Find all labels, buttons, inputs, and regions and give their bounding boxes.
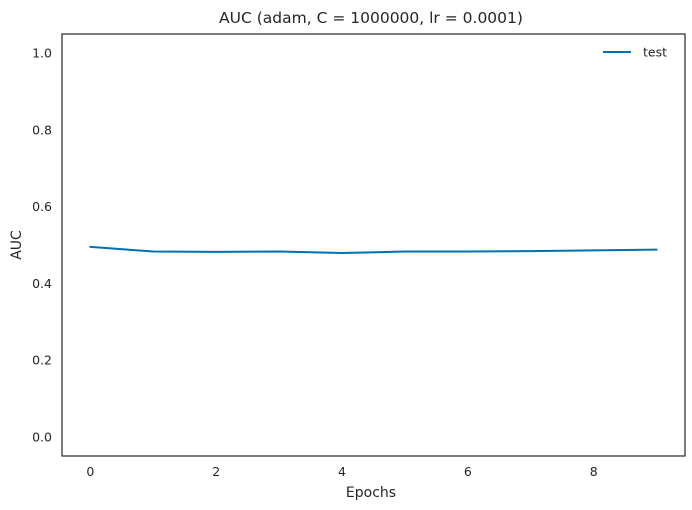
y-tick-label: 0.0	[32, 429, 52, 444]
x-axis-label: Epochs	[346, 485, 396, 501]
x-tick-label: 2	[212, 464, 220, 479]
y-tick-label: 0.8	[32, 122, 52, 137]
x-tick-label: 4	[338, 464, 346, 479]
x-tick-label: 8	[590, 464, 598, 479]
y-axis-label: AUC	[9, 230, 25, 260]
legend: test	[603, 45, 667, 60]
y-tick-label: 0.6	[32, 199, 52, 214]
y-tick-label: 1.0	[32, 46, 52, 61]
chart-title: AUC (adam, C = 1000000, lr = 0.0001)	[219, 9, 523, 27]
y-tick-label: 0.2	[32, 353, 52, 368]
series-line-test	[89, 245, 658, 255]
plot-area: 0 2 4 6 8 0.0 0.2 0.4 0.6 0.8 1.0 test	[32, 33, 686, 479]
y-tick-label: 0.4	[32, 276, 52, 291]
legend-label: test	[643, 45, 667, 60]
x-tick-label: 0	[86, 464, 94, 479]
x-tick-label: 6	[464, 464, 472, 479]
axes-frame	[61, 33, 686, 457]
